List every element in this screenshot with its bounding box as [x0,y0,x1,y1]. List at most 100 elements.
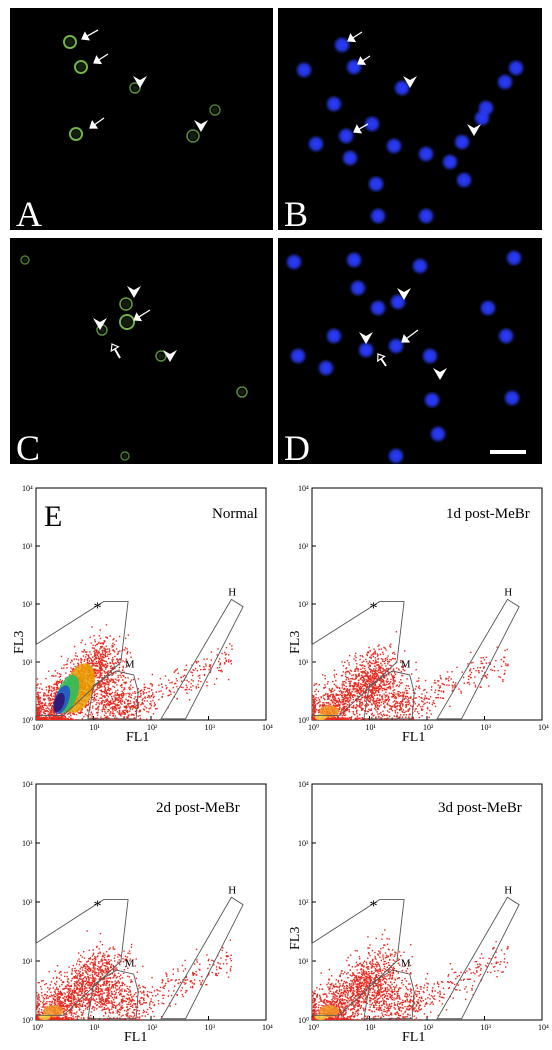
nucleus [337,127,355,145]
open-arrow [110,343,121,359]
arrowhead [433,368,447,380]
x-tick-label: 10³ [205,723,216,732]
x-tick-label: 10¹ [366,723,377,732]
y-tick-label: 10³ [298,542,309,551]
x-tick-label: 10⁴ [262,1023,273,1032]
gate-h [436,896,520,1020]
panel-c-cells [20,255,248,461]
micrograph-panel-c: C [10,238,273,464]
gate-star-label: * [370,898,378,915]
gate-m-label: M [125,958,135,970]
gate-star-label: * [94,898,102,915]
x-tick-label: 10² [147,723,158,732]
gate-h [436,598,520,720]
arrow [401,329,419,343]
nucleus [325,327,343,345]
panel-a-cells [63,29,221,143]
nucleus [345,251,363,269]
y-tick-label: 10⁰ [298,716,309,725]
cell [236,386,248,398]
nucleus [503,389,521,407]
plot-normal-canvas: 10⁰ 10¹ 10² 10³ 10⁴ 10⁰ 10¹ 10² 10³ 10⁴ * M H [22,484,273,732]
panel-d-nuclei [285,249,523,464]
panel-letter-a: A [16,194,42,230]
arrowhead [163,350,177,362]
y-tick-label: 10¹ [298,957,309,966]
cell [186,129,200,143]
cell [69,127,83,141]
x-tick-label: 10³ [481,1023,492,1032]
plot-2d-canvas: 10⁰ 10¹ 10² 10³ 10⁴ 10⁰ 10¹ 10² 10³ 10⁴ * M H [22,780,273,1032]
x-tick-label: 10³ [205,1023,216,1032]
nucleus [289,347,307,365]
gate-m [363,969,415,1020]
arrowhead [93,318,107,330]
gate-h-label: H [228,884,236,896]
x-tick-label: 10¹ [366,1023,377,1032]
y-tick-label: 10¹ [298,658,309,667]
y-tick-label: 10³ [22,839,33,848]
plot-1d-canvas: 10⁰ 10¹ 10² 10³ 10⁴ 10⁰ 10¹ 10² 10³ 10⁴ * M H [298,484,549,732]
y-tick-label: 10³ [298,839,309,848]
nucleus [429,425,447,443]
plot-frame [35,783,267,1021]
x-tick-label: 10³ [481,723,492,732]
arrowhead [403,76,417,88]
y-tick-label: 10⁴ [298,780,309,789]
nucleus [387,337,405,355]
x-axis-label-2d: FL1 [124,1030,148,1045]
x-tick-label: 10⁰ [32,1023,43,1032]
nucleus [479,299,497,317]
nucleus [369,207,387,225]
gate-m [87,670,139,720]
y-tick-label: 10¹ [22,658,33,667]
scatter-events [312,929,509,1020]
panel-letter-c: C [16,428,41,464]
panel-letter-e: E [44,500,63,533]
cell [63,35,77,49]
gate-star [35,601,129,716]
cell [155,350,167,362]
nucleus [496,73,514,91]
x-axis-label-1d: FL1 [402,730,426,745]
gate-h-label: H [504,884,512,896]
gate-star [311,899,405,1016]
gate-star [35,899,129,1016]
y-tick-label: 10⁰ [22,1016,33,1025]
gate-m-label: M [125,659,135,671]
plot-title-2d: 2d post-MeBr [156,800,240,816]
nucleus [473,109,491,127]
arrow [93,53,109,65]
nucleus [421,347,439,365]
nucleus [453,133,471,151]
arrow [133,309,151,322]
scale-bar [490,450,526,454]
panel-b-nuclei [295,31,525,225]
plot-normal: 10⁰ 10¹ 10² 10³ 10⁴ 10⁰ 10¹ 10² 10³ 10⁴ * M H E Norm… [0,476,276,746]
y-tick-label: 10² [22,898,33,907]
plot-3d: 10⁰ 10¹ 10² 10³ 10⁴ 10⁰ 10¹ 10² 10³ 10⁴ * M H 3d pos… [276,770,552,1050]
y-tick-label: 10² [22,600,33,609]
arrowhead [194,120,208,132]
panel-letter-d: D [284,428,310,464]
cell [119,314,135,330]
y-tick-label: 10⁰ [298,1016,309,1025]
y-tick-label: 10⁴ [22,484,33,493]
arrow [81,29,99,41]
y-tick-label: 10⁴ [298,484,309,493]
plot-3d-canvas: 10⁰ 10¹ 10² 10³ 10⁴ 10⁰ 10¹ 10² 10³ 10⁴ * M H [298,780,549,1032]
y-tick-label: 10¹ [22,957,33,966]
x-tick-label: 10² [423,1023,434,1032]
plot-1d: 10⁰ 10¹ 10² 10³ 10⁴ 10⁰ 10¹ 10² 10³ 10⁴ * M H 1d pos… [276,476,552,746]
gate-h-label: H [504,587,512,599]
plot-2d: 10⁰ 10¹ 10² 10³ 10⁴ 10⁰ 10¹ 10² 10³ 10⁴ * M H 2d pos… [0,770,276,1050]
arrow [353,123,369,134]
nucleus [441,153,459,171]
nucleus [455,171,473,189]
x-tick-label: 10⁴ [538,1023,549,1032]
arrowhead [133,76,147,88]
gate-star [311,601,405,716]
micrograph-panel-a: A [10,8,273,230]
y-tick-label: 10² [298,600,309,609]
nucleus [385,137,403,155]
